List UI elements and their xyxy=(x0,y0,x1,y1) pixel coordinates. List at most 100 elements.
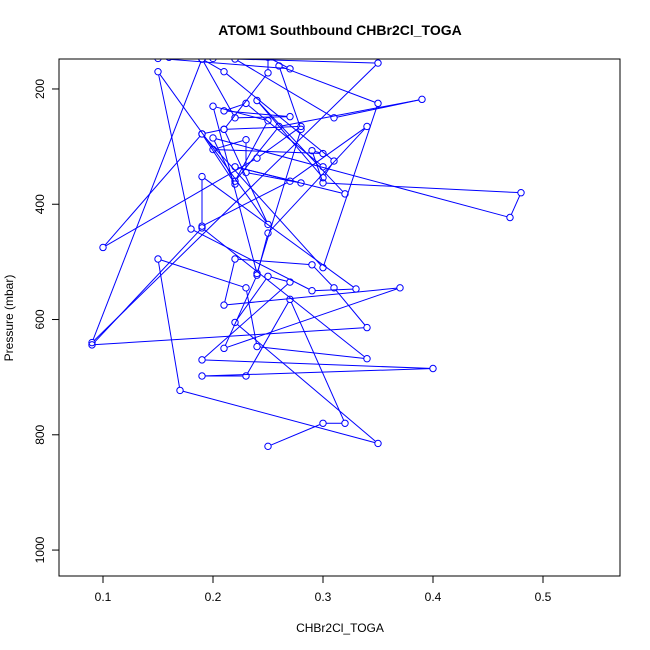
data-point xyxy=(286,177,294,185)
series-segment xyxy=(227,126,298,130)
series-segment xyxy=(257,132,301,271)
series-segment xyxy=(213,140,235,182)
data-point xyxy=(242,168,250,177)
series-segment xyxy=(159,73,267,223)
data-point xyxy=(264,272,272,280)
data-point xyxy=(330,114,338,122)
series-segment xyxy=(205,129,221,134)
series-segment xyxy=(224,132,268,222)
x-tick-label: 0.5 xyxy=(535,590,552,604)
series-segment xyxy=(205,359,430,369)
data-point xyxy=(363,323,371,332)
data-point xyxy=(297,122,305,131)
series-segment xyxy=(216,149,320,154)
series-segment xyxy=(172,57,210,58)
series-segment xyxy=(313,266,333,286)
data-point xyxy=(242,135,250,144)
series-segment xyxy=(158,74,191,226)
series-segment xyxy=(314,150,321,154)
data-point xyxy=(253,154,261,162)
data-point xyxy=(286,65,294,73)
data-point xyxy=(231,180,239,188)
data-point xyxy=(198,372,206,380)
series-segment xyxy=(315,288,353,292)
x-tick-label: 0.2 xyxy=(205,590,222,604)
series-segment xyxy=(158,262,180,388)
data-point xyxy=(198,222,206,230)
data-point xyxy=(220,67,228,76)
x-axis: 0.1 0.2 0.3 0.4 0.5 xyxy=(95,575,552,604)
data-point xyxy=(308,261,316,269)
data-point xyxy=(396,284,404,292)
data-point xyxy=(198,59,206,63)
series-segment xyxy=(237,167,343,194)
data-point xyxy=(341,419,349,427)
data-point xyxy=(209,59,217,63)
series-segment xyxy=(227,110,287,117)
data-point xyxy=(198,130,206,138)
data-point xyxy=(319,179,327,187)
data-point xyxy=(242,372,250,380)
data-point xyxy=(187,225,195,233)
data-point xyxy=(319,174,327,182)
series-segment xyxy=(292,127,365,180)
series-segment xyxy=(236,278,267,321)
data-point xyxy=(209,145,217,154)
data-point xyxy=(231,114,239,122)
data-point xyxy=(154,59,162,63)
data-point xyxy=(297,125,305,134)
y-tick-label: 800 xyxy=(33,424,47,444)
chart-title: ATOM1 Southbound CHBr2Cl_TOGA xyxy=(218,22,461,38)
series-segment xyxy=(193,230,310,290)
series-segment xyxy=(203,135,322,266)
data-point xyxy=(154,255,162,263)
data-point xyxy=(264,116,272,125)
series-segment xyxy=(93,64,377,341)
data-point xyxy=(319,163,327,171)
series-segment xyxy=(105,159,255,247)
series-segment xyxy=(237,60,332,117)
data-point xyxy=(165,59,173,61)
series-segment xyxy=(161,59,287,70)
data-point xyxy=(341,190,349,198)
x-tick-label: 0.3 xyxy=(315,590,332,604)
data-point xyxy=(286,295,294,304)
series-segment xyxy=(203,136,234,182)
y-tick-label: 600 xyxy=(33,309,47,329)
data-point xyxy=(264,59,272,61)
series-segment xyxy=(215,140,244,150)
data-point xyxy=(209,102,217,110)
data-point xyxy=(275,62,283,70)
data-point xyxy=(231,163,239,171)
data-point xyxy=(264,220,272,229)
data-point xyxy=(88,338,96,347)
data-point xyxy=(242,99,250,108)
data-point xyxy=(330,157,338,165)
series-segment xyxy=(204,283,288,359)
series-segment xyxy=(248,105,321,166)
y-axis-label: Pressure (mbar) xyxy=(2,275,16,362)
data-point xyxy=(374,59,382,67)
series-segment xyxy=(270,276,288,282)
series-segment xyxy=(226,288,398,348)
data-point xyxy=(253,96,261,105)
data-point xyxy=(264,442,272,451)
series-segment xyxy=(270,424,321,446)
series-segment xyxy=(249,172,298,183)
data-point xyxy=(517,189,525,197)
series-segment xyxy=(226,73,332,160)
y-tick-label: 200 xyxy=(33,79,47,99)
series-segment xyxy=(205,368,430,377)
series-segment xyxy=(236,123,267,179)
data-point xyxy=(242,284,250,292)
data-point xyxy=(363,355,371,363)
data-point xyxy=(198,172,206,181)
series-segment xyxy=(260,346,364,359)
data-point xyxy=(231,318,239,327)
data-point xyxy=(319,419,327,427)
series-segment xyxy=(258,102,344,192)
data-point xyxy=(264,229,272,237)
series-segment xyxy=(204,182,288,226)
series-segment xyxy=(335,289,366,326)
data-point xyxy=(308,146,316,155)
